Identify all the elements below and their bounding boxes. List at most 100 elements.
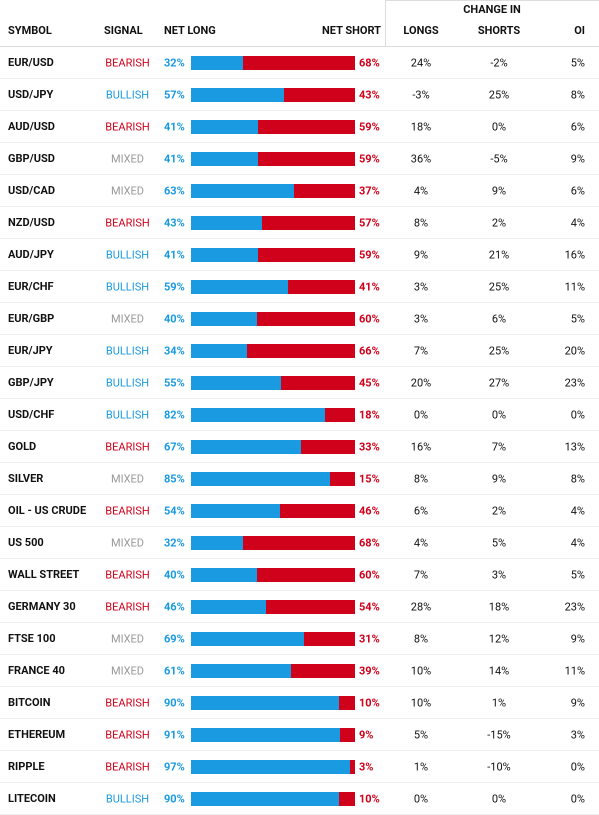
net-short-label: 15%: [359, 472, 380, 485]
net-short-label: 43%: [359, 88, 380, 101]
net-long-label: 41%: [164, 152, 185, 165]
net-short-bar: [325, 407, 355, 422]
header-cell: SHORTS: [477, 24, 521, 37]
table-row: GBP/JPY BULLISH 55% 45% 20% 27% 23%: [0, 367, 599, 399]
net-long-bar: [191, 151, 259, 166]
net-short-bar: [258, 151, 355, 166]
net-long-label: 82%: [164, 408, 185, 421]
symbol: WALL STREET: [8, 568, 80, 581]
net-long-bar: [191, 311, 257, 326]
signal: MIXED: [110, 152, 145, 165]
net-short-bar: [338, 695, 355, 710]
shorts: 0%: [491, 408, 507, 421]
net-short-bar: [300, 439, 355, 454]
net-long-label: 55%: [164, 376, 185, 389]
longs: 6%: [413, 504, 429, 517]
net-long-bar: [191, 407, 326, 422]
net-long-bar: [191, 183, 295, 198]
shorts: 12%: [488, 632, 510, 645]
net-long-bar: [191, 55, 244, 70]
symbol: GOLD: [8, 440, 37, 453]
net-short-label: 68%: [359, 56, 380, 69]
oi: 0%: [570, 408, 585, 421]
net-long-label: 69%: [164, 632, 185, 645]
symbol: ETHEREUM: [8, 728, 66, 741]
net-long-label: 67%: [164, 440, 185, 453]
signal: BEARISH: [105, 440, 150, 453]
header-cell: CHANGE IN: [463, 3, 521, 16]
shorts: 25%: [488, 344, 510, 357]
longs: 4%: [413, 536, 429, 549]
net-long-bar: [191, 631, 305, 646]
net-long-bar: [191, 471, 331, 486]
symbol: GBP/USD: [8, 152, 55, 165]
net-short-label: 45%: [359, 376, 380, 389]
net-long-bar: [191, 535, 244, 550]
net-long-bar: [191, 759, 351, 774]
net-long-bar: [191, 599, 267, 614]
shorts: 5%: [491, 536, 507, 549]
oi: 0%: [570, 792, 585, 805]
signal: BEARISH: [105, 600, 150, 613]
shorts: 9%: [491, 472, 507, 485]
table-row: US 500 MIXED 32% 68% 4% 5% 4%: [0, 527, 599, 559]
oi: 11%: [564, 280, 585, 293]
longs: 4%: [413, 184, 429, 197]
signal: BEARISH: [105, 728, 150, 741]
table-row: AUD/USD BEARISH 41% 59% 18% 0% 6%: [0, 111, 599, 143]
shorts: 9%: [491, 184, 507, 197]
table-row: FRANCE 40 MIXED 61% 39% 10% 14% 11%: [0, 655, 599, 687]
signal: BEARISH: [105, 760, 150, 773]
net-short-label: 9%: [359, 728, 374, 741]
net-long-bar: [191, 727, 341, 742]
net-short-label: 59%: [359, 152, 380, 165]
net-long-bar: [191, 87, 285, 102]
shorts: 2%: [491, 216, 507, 229]
shorts: 21%: [488, 248, 510, 261]
signal: BULLISH: [105, 248, 150, 261]
longs: -3%: [412, 88, 430, 101]
net-short-label: 57%: [359, 216, 380, 229]
symbol: AUD/USD: [8, 120, 55, 133]
longs: 16%: [410, 440, 432, 453]
longs: 7%: [413, 344, 429, 357]
shorts: -2%: [490, 56, 508, 69]
header-cell: SYMBOL: [8, 24, 52, 37]
table-row: FTSE 100 MIXED 69% 31% 8% 12% 9%: [0, 623, 599, 655]
symbol: FTSE 100: [8, 632, 56, 645]
oi: 23%: [564, 376, 585, 389]
signal: BULLISH: [105, 376, 150, 389]
net-short-bar: [284, 87, 355, 102]
longs: 3%: [413, 312, 429, 325]
net-long-bar: [191, 375, 282, 390]
signal: MIXED: [110, 632, 145, 645]
net-long-bar: [191, 439, 301, 454]
table-row: USD/JPY BULLISH 57% 43% -3% 25% 8%: [0, 79, 599, 111]
shorts: 0%: [491, 120, 507, 133]
longs: 24%: [410, 56, 432, 69]
net-long-label: 90%: [164, 792, 185, 805]
table-row: RIPPLE BEARISH 97% 3% 1% -10% 0%: [0, 751, 599, 783]
net-long-label: 63%: [164, 184, 185, 197]
symbol: USD/CHF: [8, 408, 55, 421]
shorts: 1%: [491, 696, 507, 709]
net-short-bar: [291, 663, 355, 678]
signal: BULLISH: [105, 88, 150, 101]
change-group: [385, 0, 599, 47]
net-long-label: 97%: [164, 760, 185, 773]
shorts: 25%: [488, 88, 510, 101]
longs: 0%: [413, 408, 429, 421]
shorts: 3%: [491, 568, 507, 581]
table-row: ETHEREUM BEARISH 91% 9% 5% -15% 3%: [0, 719, 599, 751]
net-long-bar: [191, 215, 262, 230]
table-row: BITCOIN BEARISH 90% 10% 10% 1% 9%: [0, 687, 599, 719]
table-row: SILVER MIXED 85% 15% 8% 9% 8%: [0, 463, 599, 495]
shorts: 7%: [491, 440, 507, 453]
signal: MIXED: [110, 536, 145, 549]
oi: 4%: [570, 216, 585, 229]
oi: 13%: [564, 440, 585, 453]
net-long-label: 91%: [164, 728, 185, 741]
longs: 5%: [413, 728, 429, 741]
net-short-label: 10%: [359, 696, 380, 709]
net-long-bar: [191, 279, 288, 294]
